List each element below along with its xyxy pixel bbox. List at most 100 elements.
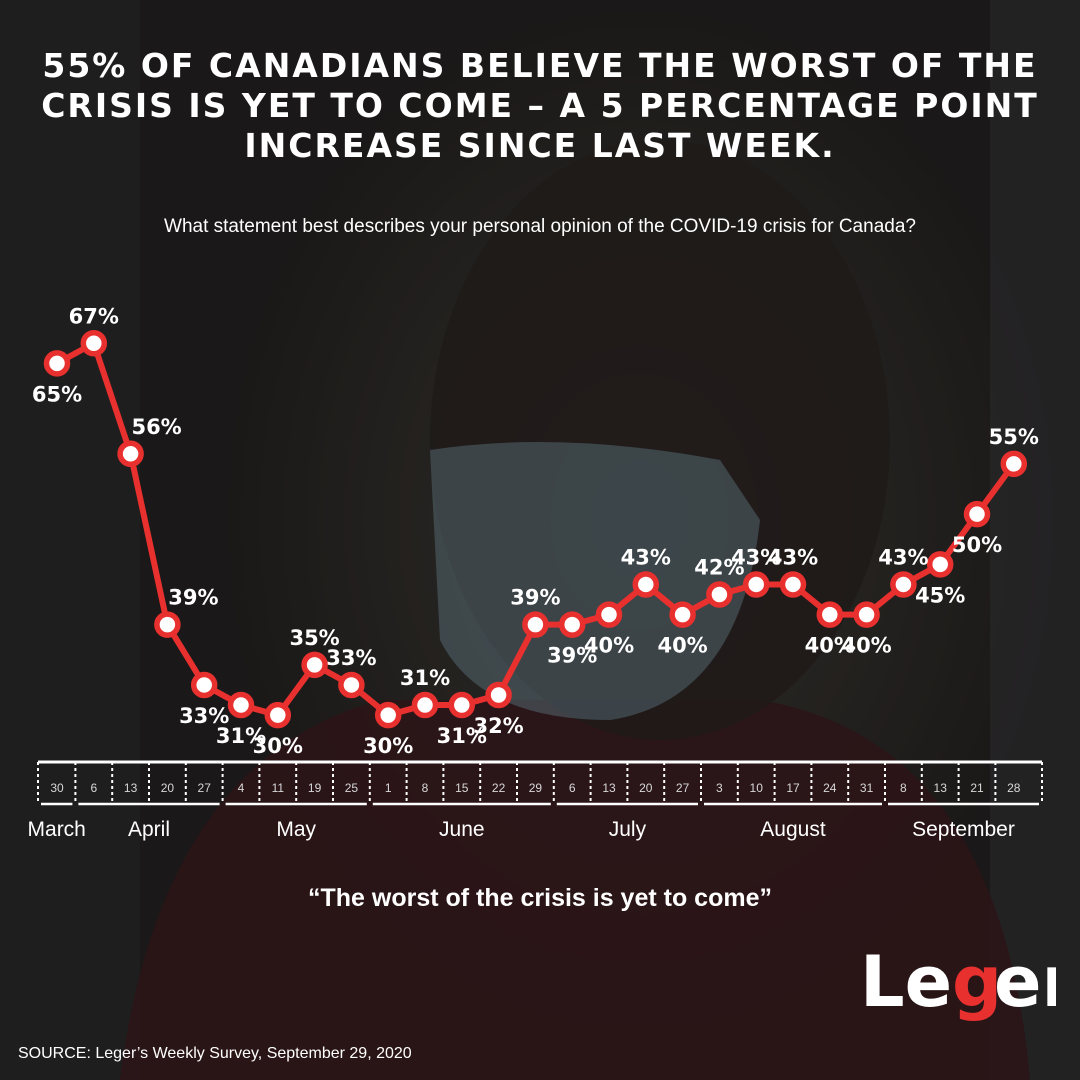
data-point	[117, 440, 144, 468]
data-label: 40%	[841, 634, 891, 658]
data-label: 40%	[584, 634, 634, 658]
x-tick-label: 20	[639, 781, 653, 795]
month-label: September	[912, 818, 1015, 841]
x-tick-label: 6	[90, 781, 97, 795]
x-tick-label: 11	[272, 781, 285, 795]
x-tick-label: 3	[716, 781, 723, 795]
data-point	[264, 701, 292, 729]
x-tick-label: 30	[50, 781, 64, 795]
data-label: 43%	[768, 545, 818, 569]
x-tick-label: 19	[308, 781, 322, 795]
data-point	[706, 581, 733, 608]
data-label: 30%	[253, 734, 303, 758]
data-point	[338, 671, 365, 699]
data-label: 39%	[168, 586, 218, 610]
x-tick-label: 15	[455, 781, 469, 795]
data-label: 39%	[547, 644, 597, 668]
data-point	[816, 601, 844, 628]
data-point	[669, 601, 696, 628]
x-tick-label: 6	[569, 781, 576, 795]
data-label: 67%	[69, 304, 119, 328]
data-point	[485, 681, 512, 709]
data-label: 39%	[510, 586, 560, 610]
month-label: August	[760, 818, 826, 841]
x-tick-label: 31	[860, 781, 874, 795]
x-tick-label: 8	[900, 781, 907, 795]
data-point	[154, 611, 181, 638]
data-label: 40%	[805, 634, 855, 658]
x-tick-label: 10	[750, 781, 764, 795]
survey-question: What statement best describes your perso…	[164, 216, 916, 237]
month-label: May	[276, 818, 316, 841]
data-label: 32%	[473, 714, 523, 738]
data-point	[411, 691, 439, 719]
data-point	[595, 601, 623, 628]
data-label: 43%	[731, 545, 781, 569]
month-label: June	[439, 818, 485, 841]
x-tick-label: 13	[602, 781, 616, 795]
data-label: 45%	[915, 583, 965, 607]
headline: 55% OF CANADIANS BELIEVE THE WORST OF TH…	[41, 46, 1039, 165]
data-point	[190, 671, 218, 699]
data-label: 65%	[32, 382, 82, 406]
series-quote: “The worst of the crisis is yet to come”	[307, 884, 772, 912]
data-point	[890, 571, 917, 598]
x-tick-label: 17	[786, 781, 800, 795]
data-point	[1000, 450, 1028, 478]
x-tick-label: 13	[934, 781, 948, 795]
month-label: April	[128, 818, 170, 841]
source-note: SOURCE: Leger’s Weekly Survey, September…	[18, 1045, 412, 1063]
data-point	[374, 701, 402, 729]
data-point	[522, 611, 549, 638]
x-tick-label: 8	[422, 781, 429, 795]
x-tick-label: 1	[385, 781, 392, 795]
data-point	[43, 350, 71, 377]
svg-text:er: er	[994, 942, 1056, 1023]
x-tick-label: 21	[970, 781, 984, 795]
month-label: July	[609, 818, 647, 841]
data-point	[558, 611, 586, 638]
x-tick-label: 28	[1007, 781, 1021, 795]
svg-text:Le: Le	[860, 942, 952, 1023]
data-point	[853, 601, 880, 628]
data-point	[632, 571, 660, 598]
data-point	[779, 571, 807, 598]
data-point	[301, 651, 328, 679]
data-label: 42%	[694, 556, 744, 580]
x-tick-label: 13	[124, 781, 138, 795]
x-tick-label: 29	[529, 781, 543, 795]
data-label: 33%	[326, 646, 376, 670]
data-point	[448, 691, 476, 719]
data-label: 31%	[400, 666, 450, 690]
data-label: 35%	[289, 626, 339, 650]
data-label: 31%	[437, 724, 487, 748]
data-label: 56%	[131, 415, 181, 439]
data-point	[742, 571, 770, 598]
x-tick-label: 27	[198, 781, 212, 795]
source-label: SOURCE:	[18, 1045, 91, 1062]
data-label: 43%	[621, 545, 671, 569]
x-tick-label: 4	[238, 781, 245, 795]
x-tick-label: 20	[161, 781, 175, 795]
source-text: Leger’s Weekly Survey, September 29, 202…	[90, 1045, 412, 1062]
x-tick-label: 25	[345, 781, 359, 795]
data-label: 50%	[952, 533, 1002, 557]
data-label: 43%	[878, 545, 928, 569]
month-label: March	[28, 818, 86, 841]
data-point	[80, 330, 108, 357]
series-line	[54, 340, 1017, 719]
data-label: 31%	[216, 724, 266, 748]
data-label: 40%	[657, 634, 707, 658]
data-label: 33%	[179, 704, 229, 728]
data-point	[926, 551, 954, 578]
data-label: 30%	[363, 734, 413, 758]
x-tick-label: 24	[823, 781, 837, 795]
data-label: 55%	[989, 425, 1039, 449]
x-tick-label: 27	[676, 781, 690, 795]
x-tick-label: 22	[492, 781, 506, 795]
leger-logo: Le g er	[860, 942, 1056, 1023]
data-point	[963, 500, 991, 528]
